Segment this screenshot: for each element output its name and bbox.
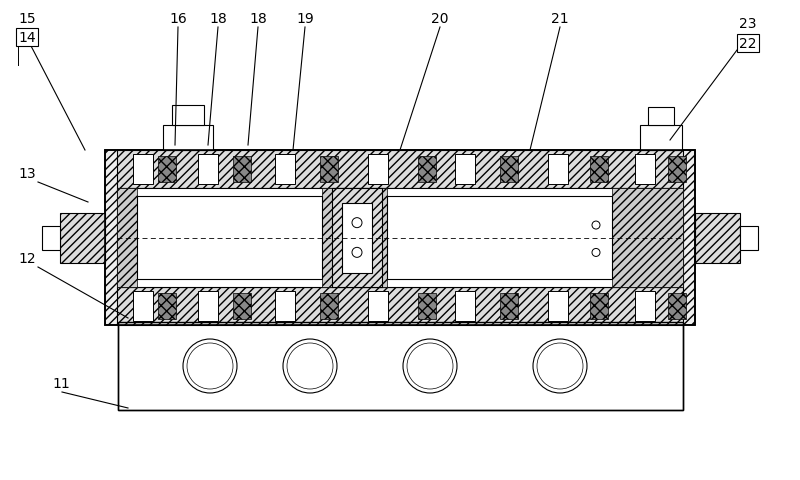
Bar	[158, 293, 176, 319]
Bar	[590, 293, 608, 319]
Bar	[233, 293, 251, 319]
Bar	[105, 151, 695, 325]
Bar	[275, 155, 295, 185]
Circle shape	[533, 339, 587, 393]
Circle shape	[287, 343, 333, 389]
Text: 14: 14	[18, 31, 36, 45]
Bar	[548, 155, 568, 185]
Bar	[117, 288, 683, 325]
Text: 23: 23	[739, 17, 757, 31]
Text: 18: 18	[209, 12, 227, 26]
Bar	[233, 156, 251, 182]
Bar	[198, 291, 218, 321]
Circle shape	[283, 339, 337, 393]
Bar	[500, 293, 518, 319]
Text: 11: 11	[52, 376, 70, 390]
Bar	[163, 126, 213, 151]
Text: 12: 12	[18, 252, 36, 265]
Bar	[668, 293, 686, 319]
Bar	[332, 189, 382, 288]
Bar	[635, 155, 655, 185]
Bar	[455, 155, 475, 185]
Bar	[418, 156, 436, 182]
Text: 22: 22	[739, 37, 757, 51]
Bar	[590, 156, 608, 182]
Text: 21: 21	[551, 12, 569, 26]
Bar	[275, 291, 295, 321]
Bar	[118, 323, 683, 410]
Bar	[548, 291, 568, 321]
Bar	[500, 156, 518, 182]
Bar	[342, 203, 372, 273]
Circle shape	[592, 249, 600, 257]
Circle shape	[592, 222, 600, 229]
Bar	[320, 156, 338, 182]
Bar	[60, 213, 105, 263]
Bar	[172, 106, 204, 126]
Bar	[640, 126, 682, 151]
Bar	[635, 291, 655, 321]
Circle shape	[352, 248, 362, 258]
Bar	[105, 151, 695, 325]
Bar	[668, 156, 686, 182]
Bar	[382, 189, 387, 288]
Circle shape	[187, 343, 233, 389]
Bar	[612, 189, 683, 288]
Bar	[42, 226, 60, 250]
Circle shape	[407, 343, 453, 389]
Circle shape	[183, 339, 237, 393]
Bar	[133, 291, 153, 321]
Text: 18: 18	[249, 12, 267, 26]
Bar	[740, 226, 758, 250]
Text: 19: 19	[296, 12, 314, 26]
Bar	[117, 189, 137, 288]
Bar	[117, 189, 683, 288]
Bar	[117, 151, 683, 189]
Bar	[648, 108, 674, 126]
Text: 16: 16	[169, 12, 187, 26]
Bar	[695, 213, 740, 263]
Bar	[137, 197, 322, 279]
Bar	[418, 293, 436, 319]
Circle shape	[403, 339, 457, 393]
Bar	[133, 155, 153, 185]
Bar	[368, 291, 388, 321]
Circle shape	[537, 343, 583, 389]
Bar	[322, 189, 332, 288]
Bar	[455, 291, 475, 321]
Bar	[387, 197, 612, 279]
Text: 13: 13	[18, 167, 36, 180]
Bar	[158, 156, 176, 182]
Text: 20: 20	[431, 12, 449, 26]
Bar	[198, 155, 218, 185]
Bar	[118, 323, 683, 410]
Text: 15: 15	[18, 12, 36, 26]
Bar	[368, 155, 388, 185]
Bar	[320, 293, 338, 319]
Circle shape	[352, 218, 362, 228]
